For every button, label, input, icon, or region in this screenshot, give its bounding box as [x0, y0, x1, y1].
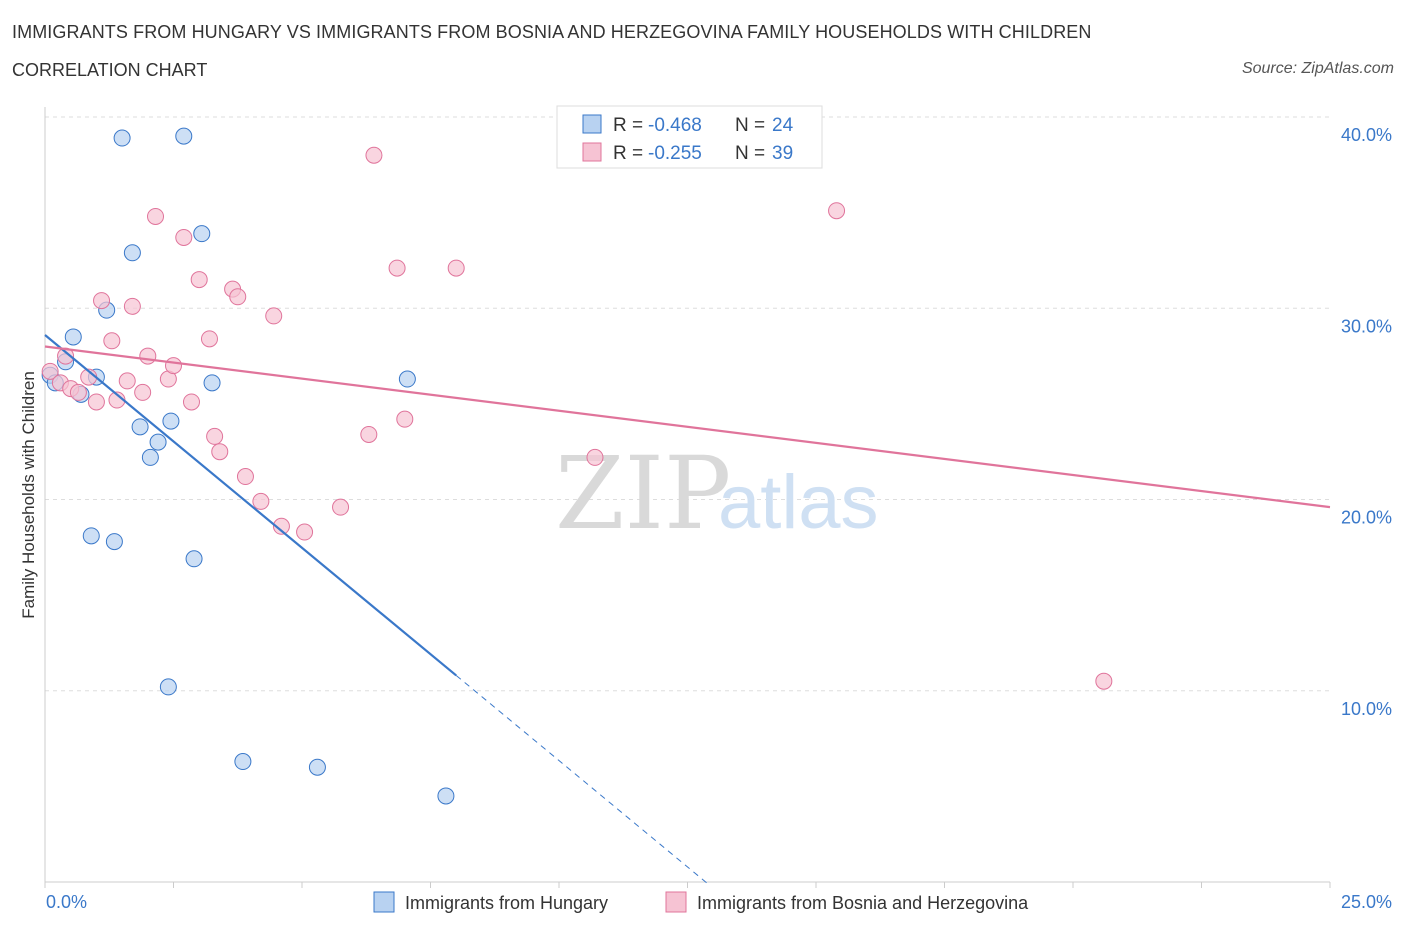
series-hungary-points	[41, 127, 455, 805]
series-bosnia-points	[41, 146, 1113, 690]
trend-lines	[44, 334, 1331, 885]
point-s0-9	[131, 418, 149, 436]
y-tick-label-2: 30.0%	[1341, 316, 1392, 336]
point-s0-18	[185, 550, 203, 568]
point-s1-19	[190, 271, 208, 289]
bottom-legend-label-bosnia: Immigrants from Bosnia and Herzegovina	[697, 893, 1029, 913]
y-tick-label-1: 20.0%	[1341, 508, 1392, 528]
point-s1-18	[182, 393, 200, 411]
point-s1-21	[206, 427, 224, 445]
chart-title: IMMIGRANTS FROM HUNGARY VS IMMIGRANTS FR…	[12, 22, 1092, 42]
point-s0-8	[123, 244, 141, 262]
point-s1-17	[175, 228, 193, 246]
x-tick-labels: 0.0% 25.0%	[46, 892, 1392, 912]
point-s0-23	[437, 787, 455, 805]
point-s1-24	[229, 288, 247, 306]
legend-n-value-0: 24	[772, 115, 794, 136]
point-s1-36	[586, 448, 604, 466]
chart-subtitle: CORRELATION CHART	[12, 60, 208, 80]
point-s0-12	[162, 412, 180, 430]
axes	[44, 107, 1331, 888]
point-s0-15	[203, 374, 221, 392]
x-tick-label-0: 0.0%	[46, 892, 87, 912]
point-s1-22	[211, 443, 229, 461]
legend-r-value-1: -0.255	[648, 143, 702, 164]
point-s1-31	[360, 425, 378, 443]
point-s1-6	[87, 393, 105, 411]
point-s1-14	[147, 207, 165, 225]
legend-swatch-hungary	[582, 114, 602, 134]
legend-n-label-1: N =	[735, 143, 765, 164]
correlation-legend: R = -0.468 N = 24 R = -0.255 N = 39	[556, 105, 823, 169]
bottom-legend-label-hungary: Immigrants from Hungary	[405, 893, 608, 913]
y-tick-label-3: 40.0%	[1341, 125, 1392, 145]
point-s1-28	[272, 517, 290, 535]
point-s1-12	[134, 383, 152, 401]
point-s0-22	[398, 370, 416, 388]
legend-r-label-1: R =	[613, 143, 643, 164]
point-s1-25	[236, 468, 254, 486]
point-s1-33	[388, 259, 406, 277]
point-s1-37	[828, 202, 846, 220]
watermark-zip: ZIP	[555, 435, 731, 552]
point-s0-10	[141, 448, 159, 466]
point-s1-27	[265, 307, 283, 325]
point-s1-30	[332, 498, 350, 516]
point-s0-14	[193, 225, 211, 243]
point-s1-32	[365, 146, 383, 164]
bottom-legend-swatch-hungary	[373, 891, 395, 913]
series-legend: Immigrants from Hungary Immigrants from …	[373, 891, 1029, 913]
point-s1-16	[165, 357, 182, 375]
watermark: ZIP atlas	[555, 435, 879, 552]
point-s1-26	[252, 492, 270, 510]
point-s0-21	[308, 758, 326, 776]
trend-extension-s0	[455, 675, 709, 885]
point-s0-3	[64, 328, 82, 346]
legend-r-label-0: R =	[613, 115, 643, 136]
trend-line-s1	[44, 345, 1331, 509]
point-s0-19	[159, 678, 177, 696]
point-s1-35	[447, 259, 465, 277]
point-s1-11	[123, 297, 141, 315]
source-label: Source: ZipAtlas.com	[1241, 60, 1394, 77]
point-s0-13	[175, 127, 193, 145]
y-tick-labels: 10.0% 20.0% 30.0% 40.0%	[1341, 125, 1392, 719]
legend-n-value-1: 39	[772, 143, 793, 164]
legend-swatch-bosnia	[582, 142, 602, 162]
point-s1-34	[396, 410, 414, 428]
legend-r-value-0: -0.468	[648, 115, 702, 136]
point-s1-8	[103, 332, 121, 350]
point-s0-20	[234, 753, 252, 771]
point-s1-20	[200, 330, 218, 348]
point-s1-0	[41, 362, 59, 380]
trend-line-s0	[44, 334, 457, 677]
y-axis-title: Family Households with Children	[19, 371, 38, 619]
gridlines	[45, 116, 1330, 692]
point-s0-7	[113, 129, 131, 147]
watermark-atlas: atlas	[718, 460, 879, 545]
point-s0-17	[105, 533, 123, 551]
point-s0-16	[82, 527, 100, 545]
point-s1-38	[1095, 672, 1113, 690]
bottom-legend-swatch-bosnia	[665, 891, 687, 913]
point-s1-4	[69, 383, 87, 401]
legend-n-label-0: N =	[735, 115, 765, 136]
point-s1-10	[118, 372, 136, 390]
point-s1-29	[296, 523, 314, 541]
y-tick-label-0: 10.0%	[1341, 699, 1392, 719]
point-s1-7	[93, 292, 111, 310]
point-s1-13	[139, 347, 157, 365]
point-s0-11	[149, 433, 167, 451]
x-tick-label-1: 25.0%	[1341, 892, 1392, 912]
